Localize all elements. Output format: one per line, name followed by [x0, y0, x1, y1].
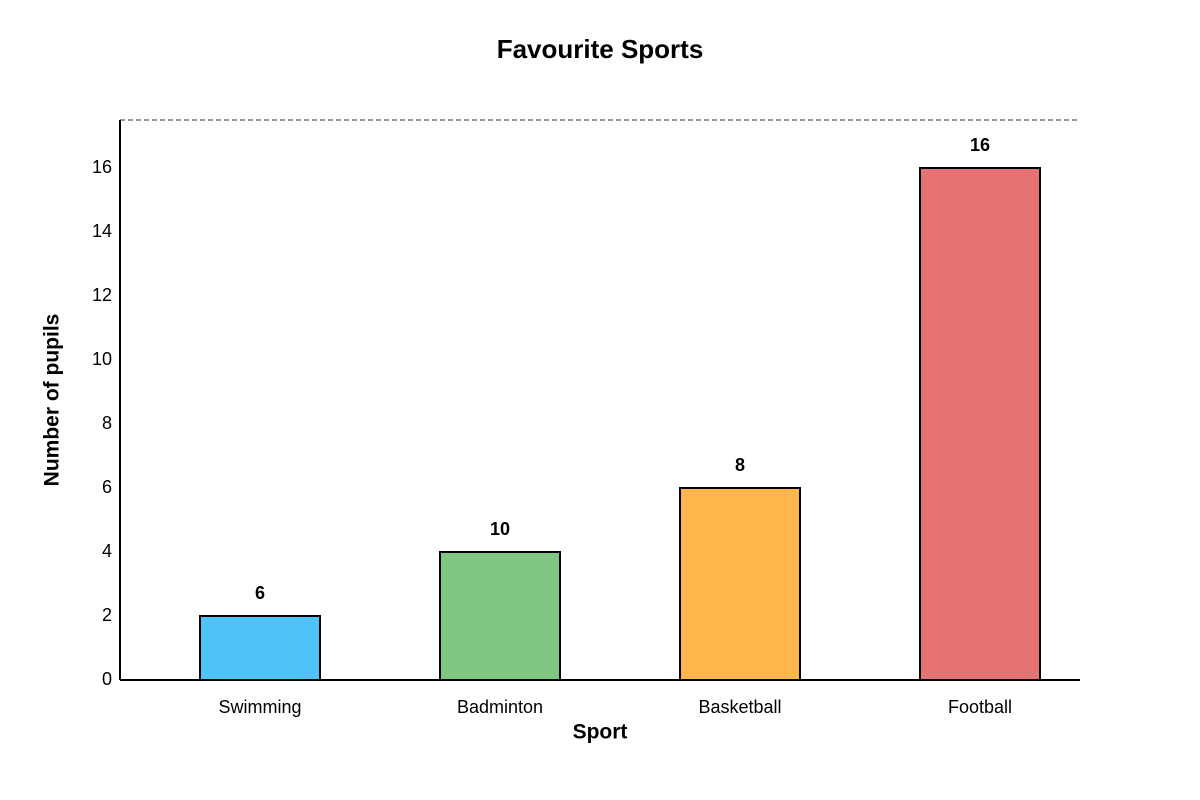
- y-tick-label: 12: [92, 285, 112, 305]
- x-tick-label: Swimming: [218, 697, 301, 717]
- bar-annotation: 6: [255, 583, 265, 603]
- y-tick-label: 4: [102, 541, 112, 561]
- x-tick-label: Badminton: [457, 697, 543, 717]
- bar-annotation: 10: [490, 519, 510, 539]
- y-tick-label: 10: [92, 349, 112, 369]
- y-tick-label: 6: [102, 477, 112, 497]
- y-tick-label: 16: [92, 157, 112, 177]
- y-tick-label: 8: [102, 413, 112, 433]
- bar: [679, 487, 801, 681]
- chart-title: Favourite Sports: [497, 34, 704, 64]
- bar: [919, 167, 1041, 681]
- bar-annotation: 8: [735, 455, 745, 475]
- y-tick-label: 14: [92, 221, 112, 241]
- y-tick-label: 2: [102, 605, 112, 625]
- bar: [199, 615, 321, 681]
- bar: [439, 551, 561, 681]
- x-tick-label: Basketball: [698, 697, 781, 717]
- y-axis-label: Number of pupils: [41, 314, 64, 487]
- x-axis-label: Sport: [573, 721, 628, 744]
- x-tick-label: Football: [948, 697, 1012, 717]
- y-tick-label: 0: [102, 669, 112, 689]
- bar-annotation: 16: [970, 135, 990, 155]
